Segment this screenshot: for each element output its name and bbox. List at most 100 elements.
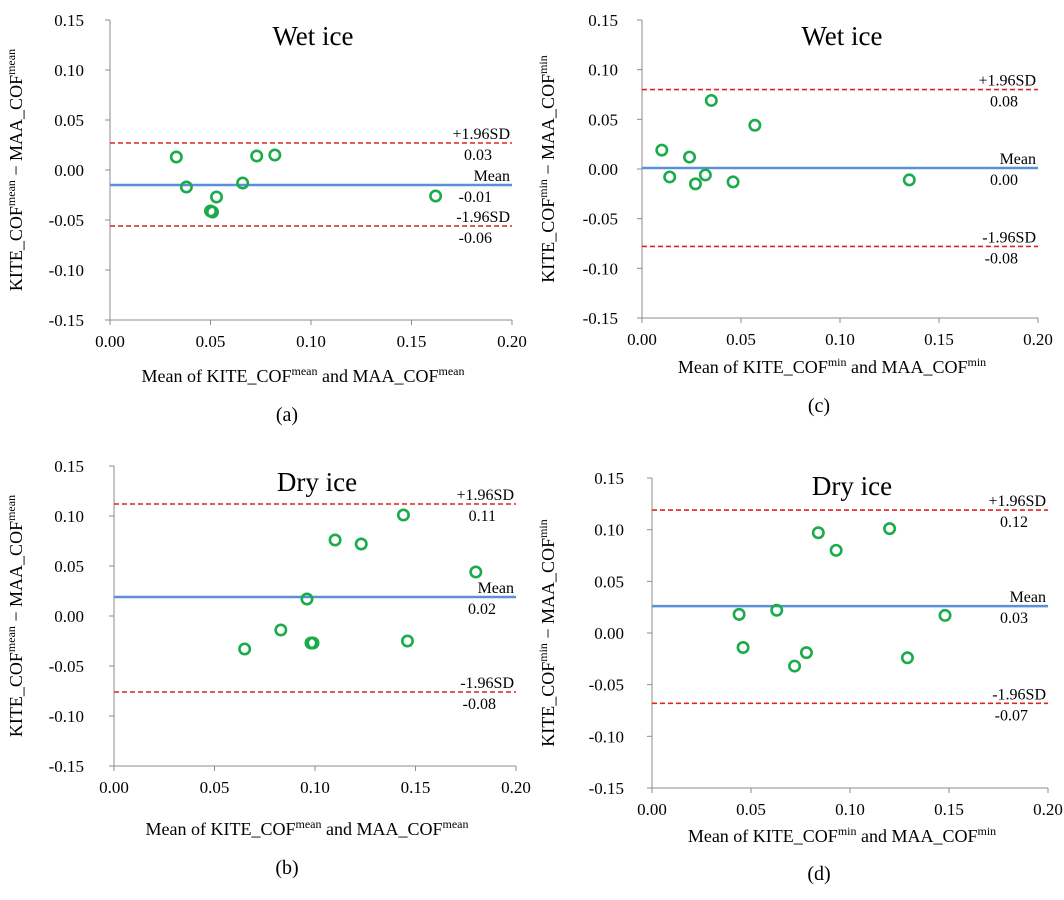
panel-b-dry-ice-mean: 0.15 0.10 0.05 0.00 -0.05 -0.10 -0.15 0.00 0.05 0…: [0, 450, 532, 900]
bland-altman-plot-c: 0.15 0.10 0.05 0.00 -0.05 -0.10 -0.15 0.00 0.05 0…: [536, 11, 1053, 417]
x-tick-label: 0.10: [825, 330, 855, 349]
x-tick-label: 0.00: [627, 330, 657, 349]
data-point: [655, 143, 669, 157]
data-point: [900, 651, 914, 665]
panel-a-wet-ice-mean: 0.15 0.10 0.05 0.00 -0.05 -0.10 -0.15 0.00 0.05 0…: [0, 0, 532, 450]
y-tick-label: -0.15: [589, 779, 624, 798]
data-point: [883, 522, 897, 536]
data-point: [688, 177, 702, 191]
y-tick-label: 0.05: [54, 111, 84, 130]
x-tick-label: 0.10: [300, 778, 330, 797]
x-tick-label: 0.20: [497, 332, 527, 351]
lower-limit-label: -1.96SD: [982, 229, 1036, 246]
data-point: [328, 533, 342, 547]
data-point: [726, 175, 740, 189]
x-tick-label: 0.05: [196, 332, 226, 351]
y-tick-label: -0.15: [583, 309, 618, 328]
y-tick-label: -0.05: [583, 210, 618, 229]
data-point: [274, 623, 288, 637]
panel-caption: (b): [275, 857, 298, 879]
data-point: [300, 592, 314, 606]
data-point: [799, 646, 813, 660]
chart-title: Wet ice: [272, 21, 353, 51]
data-point: [748, 118, 762, 132]
data-point: [306, 636, 320, 650]
panel-c-wet-ice-min: 0.15 0.10 0.05 0.00 -0.05 -0.10 -0.15 0.00 0.05 0…: [532, 0, 1064, 450]
data-point: [396, 508, 410, 522]
x-tick-label: 0.10: [835, 800, 865, 819]
panel-caption: (a): [276, 404, 298, 426]
y-tick-label: 0.00: [54, 161, 84, 180]
data-point: [250, 149, 264, 163]
data-point: [704, 93, 718, 107]
y-tick-label: -0.10: [49, 261, 84, 280]
data-point: [698, 168, 712, 182]
bland-altman-plot-d: 0.15 0.10 0.05 0.00 -0.05 -0.10 -0.15 0.00 0.05 0…: [536, 469, 1063, 885]
data-point: [788, 659, 802, 673]
data-point: [770, 603, 784, 617]
panel-caption: (d): [807, 863, 830, 885]
y-tick-label: 0.10: [594, 521, 624, 540]
x-axis-label: Mean of KITE_COFmin and MAA_COFmin: [688, 824, 996, 846]
lower-limit-value: -0.06: [459, 230, 492, 247]
x-tick-label: 0.20: [1033, 800, 1063, 819]
x-axis-label: Mean of KITE_COFmean and MAA_COFmean: [142, 364, 465, 386]
data-point: [400, 634, 414, 648]
y-tick-label: 0.00: [588, 160, 618, 179]
x-axis-label: Mean of KITE_COFmin and MAA_COFmin: [678, 355, 986, 377]
lower-limit-value: -0.08: [463, 696, 496, 713]
upper-limit-label: +1.96SD: [457, 487, 514, 504]
bland-altman-plot-b: 0.15 0.10 0.05 0.00 -0.05 -0.10 -0.15 0.00 0.05 0…: [4, 457, 531, 879]
data-point: [663, 170, 677, 184]
y-tick-label: 0.05: [594, 572, 624, 591]
y-tick-label: 0.10: [588, 61, 618, 80]
lower-limit-value: -0.07: [995, 707, 1028, 724]
data-point: [429, 189, 443, 203]
y-tick-label: -0.05: [49, 211, 84, 230]
data-point: [732, 607, 746, 621]
y-axis-label: KITE_COFmin − MAA_COFmin: [536, 519, 558, 747]
panel-caption: (c): [808, 395, 830, 417]
y-tick-label: -0.05: [49, 657, 84, 676]
y-axis-label: KITE_COFmin − MAA_COFmin: [536, 55, 558, 283]
mean-value: -0.01: [459, 189, 492, 206]
x-tick-label: 0.15: [934, 800, 964, 819]
upper-limit-label: +1.96SD: [979, 73, 1036, 90]
mean-label: Mean: [474, 168, 510, 185]
x-axis-label: Mean of KITE_COFmean and MAA_COFmean: [146, 817, 469, 839]
chart-title: Wet ice: [801, 21, 882, 51]
x-tick-label: 0.00: [95, 332, 125, 351]
lower-limit-label: -1.96SD: [456, 209, 510, 226]
data-point: [938, 608, 952, 622]
x-tick-label: 0.15: [401, 778, 431, 797]
data-point: [238, 642, 252, 656]
data-point: [902, 173, 916, 187]
y-tick-label: 0.10: [54, 507, 84, 526]
data-point: [736, 640, 750, 654]
y-tick-label: 0.15: [588, 11, 618, 30]
y-tick-label: -0.10: [583, 259, 618, 278]
upper-limit-value: 0.08: [990, 94, 1018, 111]
x-tick-label: 0.20: [1023, 330, 1053, 349]
y-tick-label: 0.05: [588, 110, 618, 129]
y-tick-label: 0.15: [594, 469, 624, 488]
y-tick-label: 0.00: [594, 624, 624, 643]
mean-value: 0.00: [990, 172, 1018, 189]
upper-limit-label: +1.96SD: [989, 493, 1046, 510]
x-tick-label: 0.00: [637, 800, 667, 819]
data-point: [236, 176, 250, 190]
x-tick-label: 0.05: [736, 800, 766, 819]
lower-limit-value: -0.08: [985, 250, 1018, 267]
data-point: [354, 537, 368, 551]
x-tick-label: 0.15: [924, 330, 954, 349]
x-tick-label: 0.10: [296, 332, 326, 351]
x-tick-label: 0.20: [501, 778, 531, 797]
y-tick-label: -0.10: [49, 707, 84, 726]
chart-title: Dry ice: [277, 467, 357, 497]
y-tick-label: -0.10: [589, 727, 624, 746]
lower-limit-label: -1.96SD: [460, 675, 514, 692]
mean-value: 0.02: [468, 601, 496, 618]
bland-altman-plot-a: 0.15 0.10 0.05 0.00 -0.05 -0.10 -0.15 0.00 0.05 0…: [4, 11, 527, 426]
y-tick-label: 0.10: [54, 61, 84, 80]
y-tick-label: 0.15: [54, 11, 84, 30]
